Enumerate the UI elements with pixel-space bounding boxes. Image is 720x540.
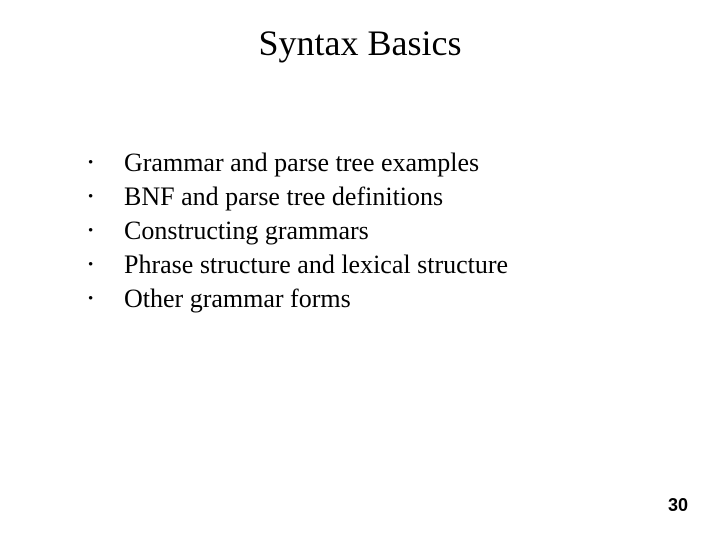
bullet-icon: • — [88, 291, 124, 308]
bullet-text: BNF and parse tree definitions — [124, 182, 660, 212]
page-number: 30 — [668, 495, 688, 516]
bullet-icon: • — [88, 155, 124, 172]
bullet-text: Grammar and parse tree examples — [124, 148, 660, 178]
list-item: • Grammar and parse tree examples — [88, 148, 660, 178]
list-item: • Constructing grammars — [88, 216, 660, 246]
list-item: • Phrase structure and lexical structure — [88, 250, 660, 280]
slide-title: Syntax Basics — [60, 22, 660, 64]
bullet-text: Phrase structure and lexical structure — [124, 250, 660, 280]
bullet-list: • Grammar and parse tree examples • BNF … — [60, 148, 660, 314]
bullet-icon: • — [88, 223, 124, 240]
bullet-icon: • — [88, 257, 124, 274]
bullet-icon: • — [88, 189, 124, 206]
list-item: • BNF and parse tree definitions — [88, 182, 660, 212]
bullet-text: Constructing grammars — [124, 216, 660, 246]
bullet-text: Other grammar forms — [124, 284, 660, 314]
slide: Syntax Basics • Grammar and parse tree e… — [0, 0, 720, 540]
list-item: • Other grammar forms — [88, 284, 660, 314]
